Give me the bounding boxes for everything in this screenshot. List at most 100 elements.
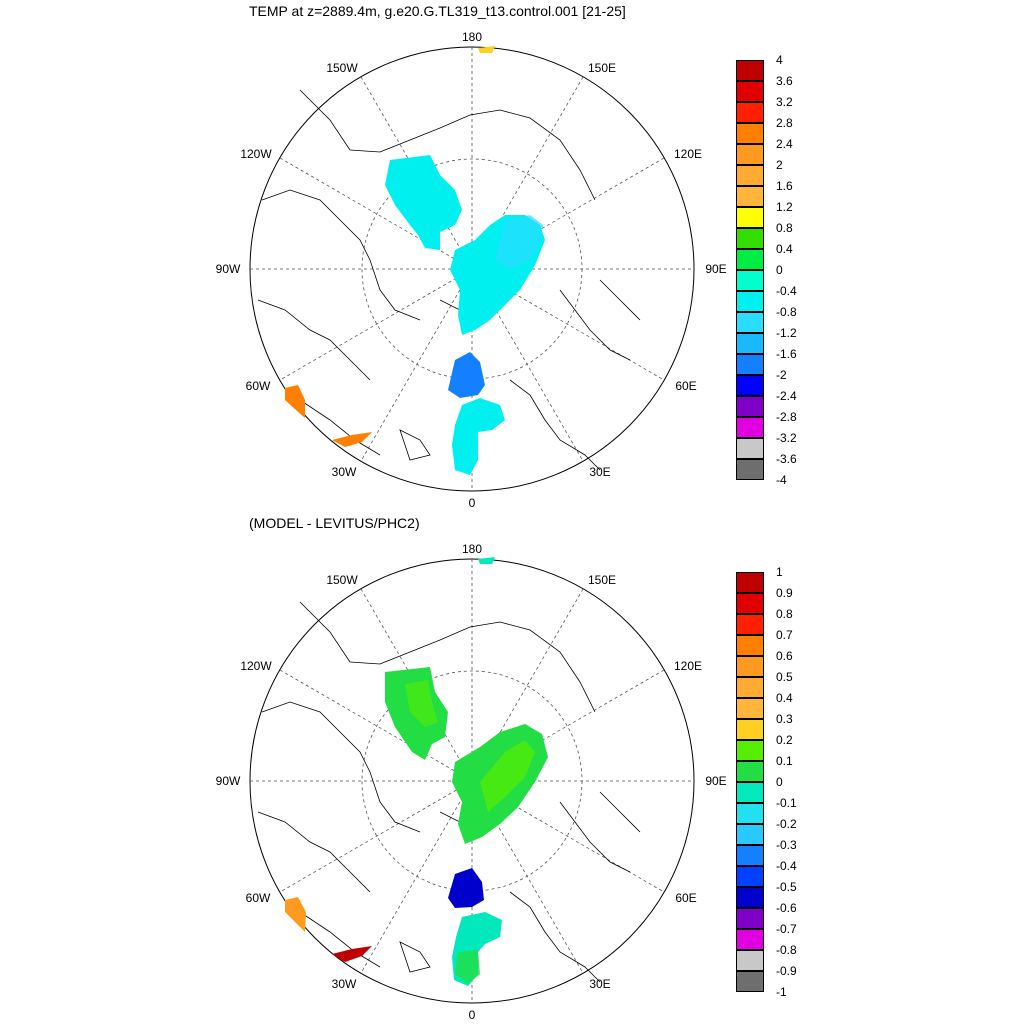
lon-label-90e: 90E — [705, 262, 726, 276]
colorbar-swatch — [736, 312, 764, 333]
colorbar-label: 0.4 — [776, 691, 793, 705]
lon-label-120e: 120E — [674, 659, 702, 673]
colorbar-swatch — [736, 228, 764, 249]
colorbar-swatch — [736, 375, 764, 396]
colorbar-swatch — [736, 761, 764, 782]
colorbar-swatch — [736, 677, 764, 698]
lon-label-150w: 150W — [326, 61, 358, 75]
coastlines — [257, 89, 641, 471]
colorbar-swatch — [736, 102, 764, 123]
colorbar-label: -1.2 — [776, 326, 797, 340]
colorbar-swatch — [736, 866, 764, 887]
longitude-labels: 180 150W 150E 120W 120E 90W 90E 60W 60E … — [216, 542, 727, 1022]
colorbar-swatch — [736, 144, 764, 165]
colorbar-swatch — [736, 123, 764, 144]
colorbar-swatch — [736, 207, 764, 228]
longitude-labels: 180 150W 150E 120W 120E 90W 90E 60W 60E … — [216, 30, 727, 510]
colorbar-label: -1.6 — [776, 347, 797, 361]
colorbar-swatch — [736, 803, 764, 824]
colorbar-swatch — [736, 887, 764, 908]
lon-label-120e: 120E — [674, 147, 702, 161]
lon-label-120w: 120W — [240, 659, 272, 673]
colorbar-label: -0.7 — [776, 922, 797, 936]
lon-label-120w: 120W — [240, 147, 272, 161]
polar-map-difference: 180 150W 150E 120W 120E 90W 90E 60W 60E … — [216, 542, 727, 1022]
colorbar-swatch — [736, 824, 764, 845]
lon-label-0: 0 — [469, 496, 476, 510]
colorbar-swatch — [736, 396, 764, 417]
colorbar-swatch — [736, 81, 764, 102]
colorbar-swatch — [736, 929, 764, 950]
lon-label-30e: 30E — [589, 977, 610, 991]
colorbar-label: -0.9 — [776, 964, 797, 978]
colorbar-label: -0.8 — [776, 305, 797, 319]
colorbar-label: -0.4 — [776, 284, 797, 298]
lon-label-60e: 60E — [675, 891, 696, 905]
lon-label-60w: 60W — [246, 379, 271, 393]
lon-label-30w: 30W — [332, 977, 357, 991]
colorbar-swatch — [736, 291, 764, 312]
map-title-bottom: (MODEL - LEVITUS/PHC2) — [249, 515, 420, 531]
colorbar-swatch — [736, 270, 764, 291]
colorbar-label: 0.7 — [776, 628, 793, 642]
colorbar-swatch — [736, 971, 764, 992]
colorbar-swatch — [736, 845, 764, 866]
temperature-field — [285, 46, 545, 475]
colorbar-swatch — [736, 438, 764, 459]
lon-label-180: 180 — [462, 542, 482, 556]
colorbar-label: 0.5 — [776, 670, 793, 684]
colorbar-swatch — [736, 417, 764, 438]
colorbar-label: 1 — [776, 565, 783, 579]
colorbar-swatch — [736, 635, 764, 656]
colorbar-swatch — [736, 572, 764, 593]
colorbar-label: 0.8 — [776, 221, 793, 235]
colorbar-swatch — [736, 950, 764, 971]
lon-label-30w: 30W — [332, 465, 357, 479]
colorbar-label: 0.4 — [776, 242, 793, 256]
polar-map-temperature: 180 150W 150E 120W 120E 90W 90E 60W 60E … — [216, 30, 727, 510]
lon-label-30e: 30E — [589, 465, 610, 479]
colorbar-swatch — [736, 593, 764, 614]
colorbar-swatch — [736, 698, 764, 719]
colorbar-label: 3.6 — [776, 74, 793, 88]
lon-label-90e: 90E — [705, 774, 726, 788]
lon-label-150e: 150E — [588, 61, 616, 75]
colorbar-swatch — [736, 782, 764, 803]
lon-label-0: 0 — [469, 1008, 476, 1022]
colorbar-swatch — [736, 249, 764, 270]
colorbar-swatch — [736, 60, 764, 81]
colorbar-label: 0.3 — [776, 712, 793, 726]
colorbar-label: -0.4 — [776, 859, 797, 873]
colorbar-label: 1.2 — [776, 200, 793, 214]
colorbar-swatch — [736, 165, 764, 186]
colorbar-label: 0 — [776, 775, 783, 789]
colorbar-label: 0.9 — [776, 586, 793, 600]
colorbar-swatch — [736, 719, 764, 740]
colorbar-swatch — [736, 740, 764, 761]
colorbar-label: -0.8 — [776, 943, 797, 957]
coastlines — [257, 601, 641, 983]
colorbar-label: 0.1 — [776, 754, 793, 768]
colorbar-label: -0.1 — [776, 796, 797, 810]
lon-label-60e: 60E — [675, 379, 696, 393]
colorbar-label: 0.2 — [776, 733, 793, 747]
map-title-top: TEMP at z=2889.4m, g.e20.G.TL319_t13.con… — [249, 3, 626, 19]
colorbar-label: 1.6 — [776, 179, 793, 193]
colorbar-label: 2.8 — [776, 116, 793, 130]
lon-label-90w: 90W — [216, 774, 241, 788]
colorbar-label: -0.2 — [776, 817, 797, 831]
colorbar-swatch — [736, 908, 764, 929]
colorbar-swatch — [736, 614, 764, 635]
lon-label-180: 180 — [462, 30, 482, 44]
colorbar-label: -4 — [776, 473, 787, 487]
colorbar-swatch — [736, 459, 764, 480]
colorbar-label: -3.2 — [776, 431, 797, 445]
colorbar-label: 2 — [776, 158, 783, 172]
colorbar-label: 2.4 — [776, 137, 793, 151]
colorbar-label: 0.6 — [776, 649, 793, 663]
colorbar-label: 0.8 — [776, 607, 793, 621]
colorbar-label: -0.6 — [776, 901, 797, 915]
colorbar-label: 0 — [776, 263, 783, 277]
lon-label-150e: 150E — [588, 573, 616, 587]
colorbar-swatch — [736, 656, 764, 677]
